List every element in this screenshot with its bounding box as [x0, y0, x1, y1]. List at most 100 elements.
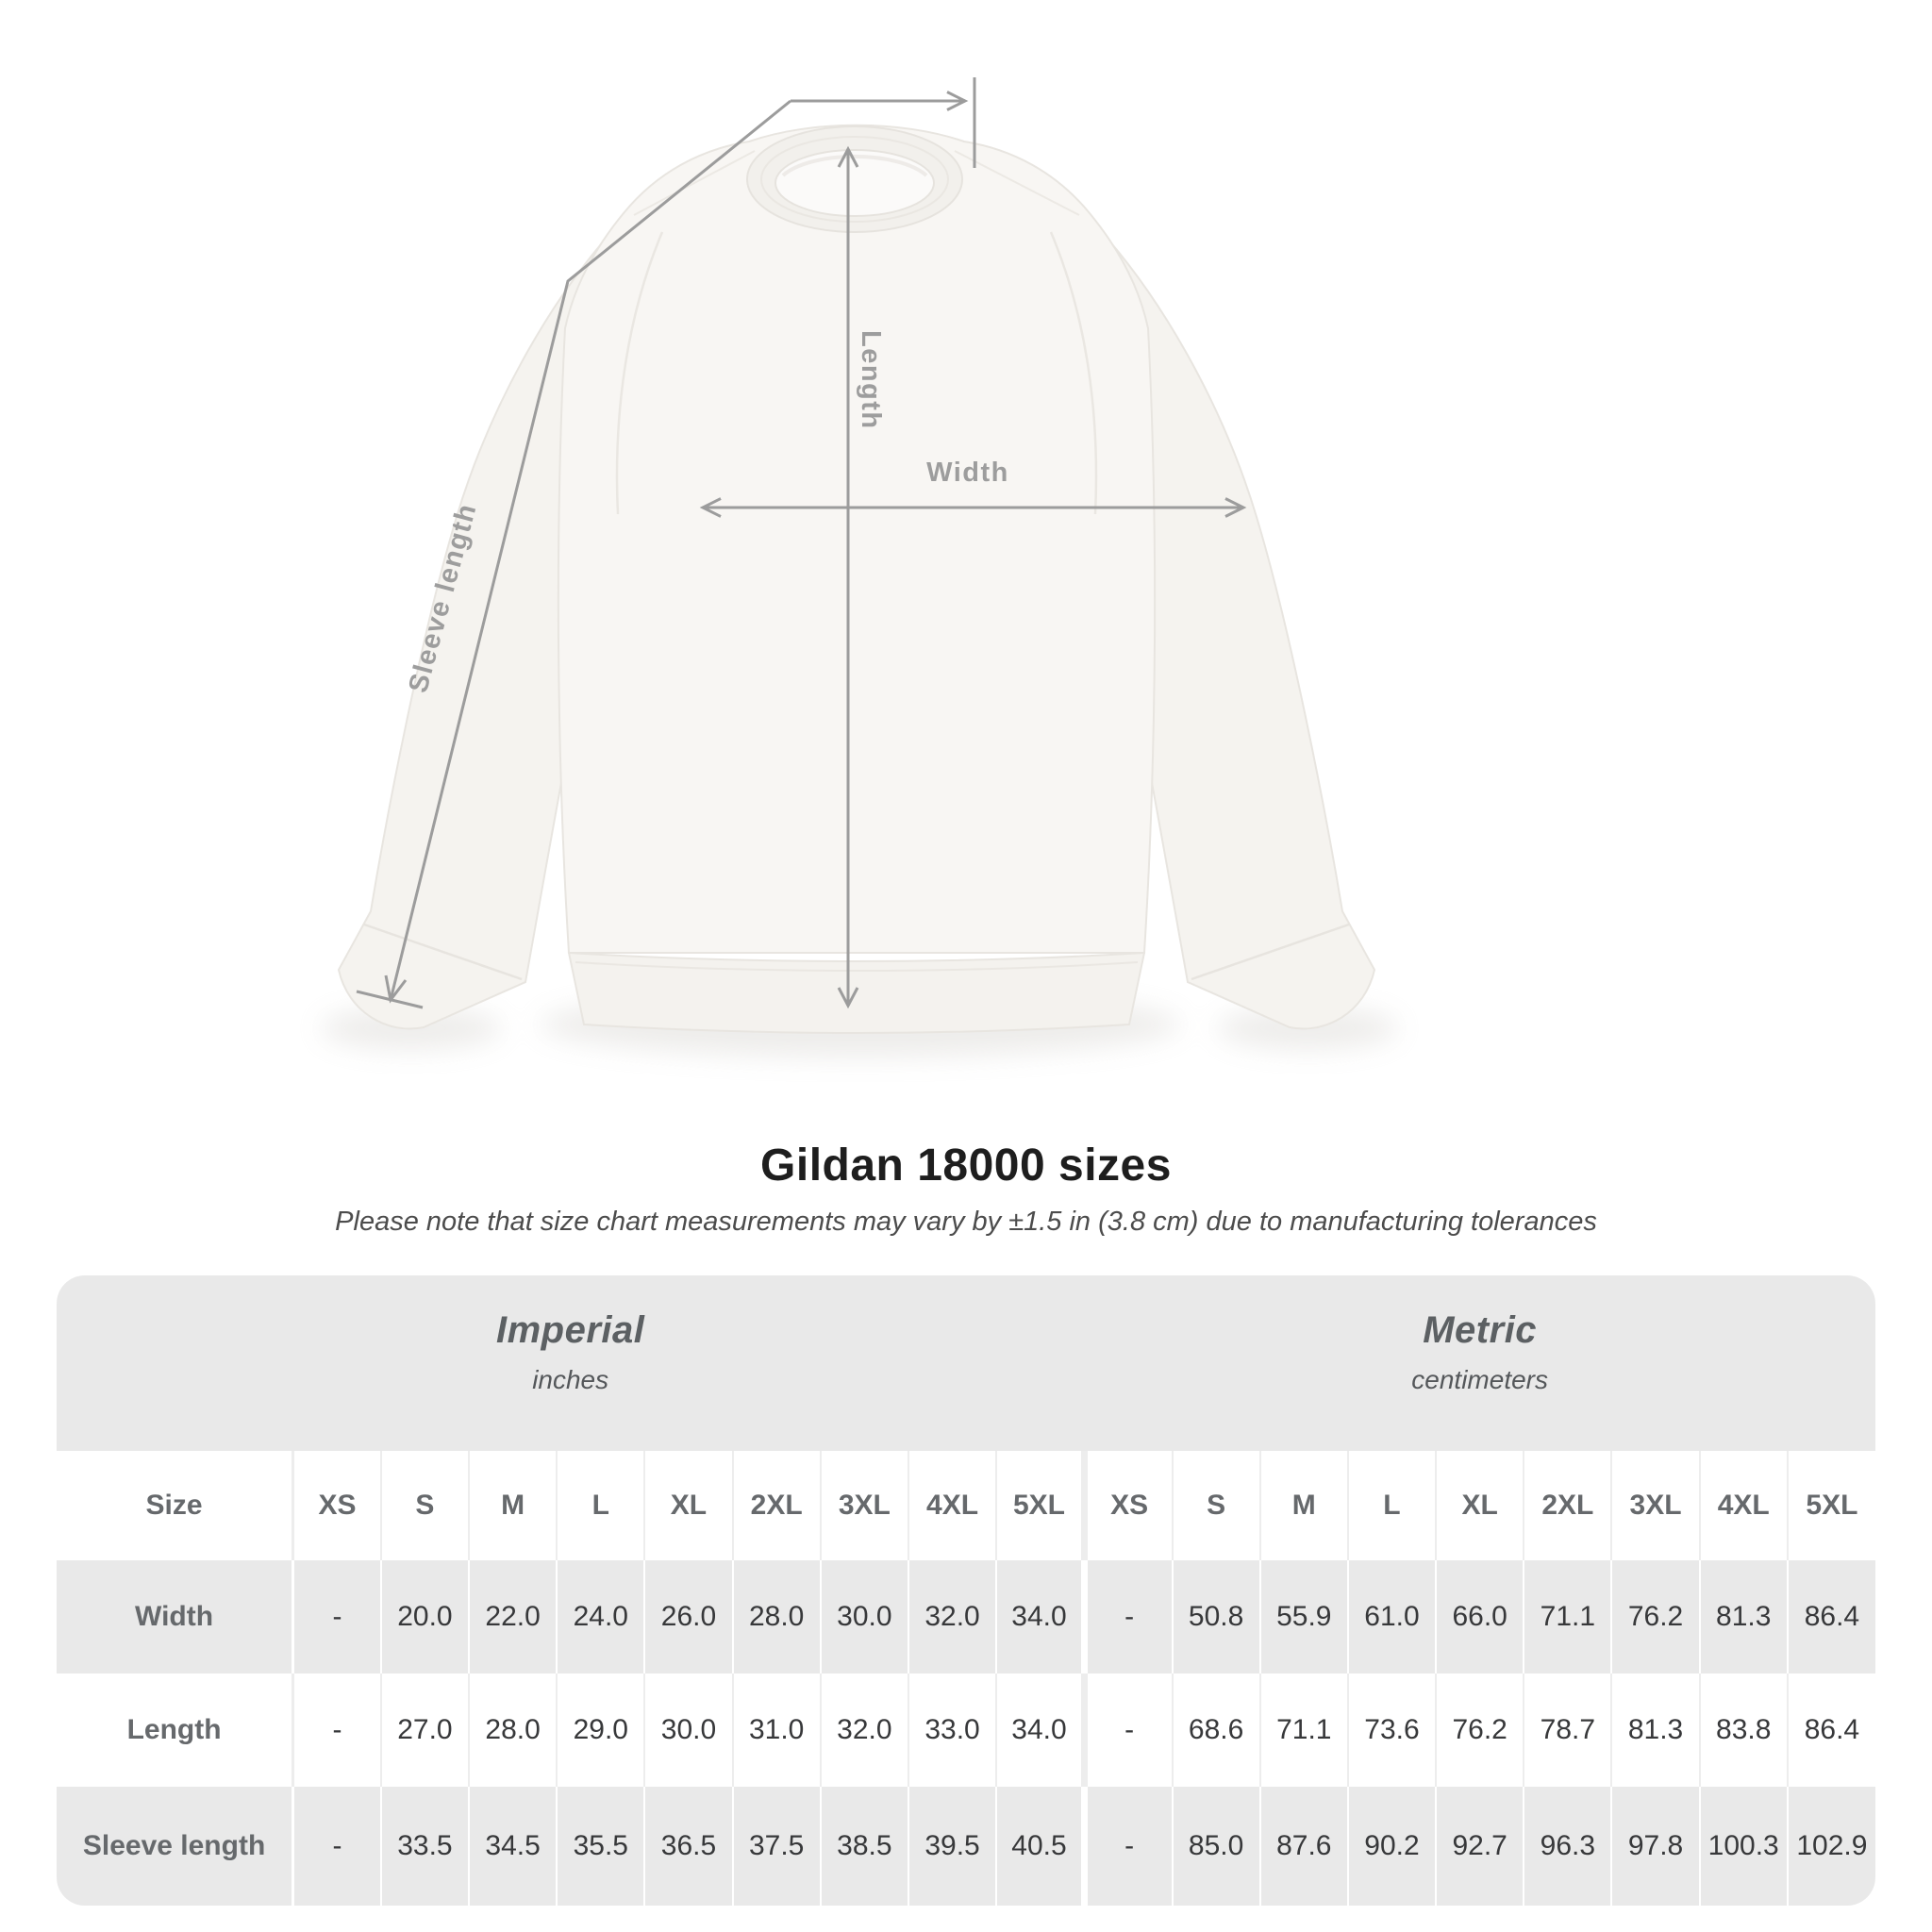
row-label-sleeve-length: Sleeve length: [57, 1787, 293, 1906]
heading-block: Gildan 18000 sizes Please note that size…: [0, 1140, 1932, 1238]
metric-label: Metric: [1423, 1309, 1538, 1351]
size-header-imperial-l: L: [556, 1451, 645, 1560]
size-header-imperial-xl: XL: [643, 1451, 733, 1560]
sleeve-length-metric-5xl: 102.9: [1786, 1787, 1875, 1906]
size-header-metric-5xl: 5XL: [1786, 1451, 1875, 1560]
unit-group-metric: Metric centimeters: [1084, 1275, 1875, 1451]
length-metric-s: 68.6: [1171, 1674, 1260, 1787]
sleeve-length-metric-s: 85.0: [1171, 1787, 1260, 1906]
length-imperial-l: 29.0: [556, 1674, 645, 1787]
width-imperial-5xl: 34.0: [995, 1560, 1085, 1674]
sleeve-length-metric-3xl: 97.8: [1610, 1787, 1700, 1906]
length-metric-m: 71.1: [1258, 1674, 1348, 1787]
measurement-row-width: Width -20.0 22.0 24.0 26.0 28.0 30.0 32.0 34.0-5…: [57, 1560, 1875, 1674]
width-measurement-label: Width: [926, 458, 1009, 488]
size-header-metric-l: L: [1346, 1451, 1437, 1560]
size-header-metric-2xl: 2XL: [1523, 1451, 1612, 1560]
sleeve-length-metric-xl: 92.7: [1435, 1787, 1524, 1906]
width-metric-2xl: 71.1: [1523, 1560, 1612, 1674]
sleeve-length-imperial-5xl: 40.5: [995, 1787, 1085, 1906]
size-header-metric-3xl: 3XL: [1610, 1451, 1700, 1560]
sleeve-length-metric-l: 90.2: [1346, 1787, 1437, 1906]
measurement-row-sleeve-length: Sleeve length -33.5 34.5 35.5 36.5 37.5 38.5 39…: [57, 1787, 1875, 1906]
imperial-label: Imperial: [495, 1309, 645, 1351]
size-header-metric-4xl: 4XL: [1698, 1451, 1788, 1560]
size-header-imperial-m: M: [467, 1451, 558, 1560]
length-imperial-3xl: 32.0: [819, 1674, 908, 1787]
size-header-metric-s: S: [1171, 1451, 1260, 1560]
width-imperial-4xl: 32.0: [907, 1560, 997, 1674]
size-header-row: Size XS S M L XL 2XL 3XL 4XL 5XL XS S M L XL 2XL 3XL 4XL 5…: [57, 1451, 1875, 1560]
metric-unit-label: centimeters: [1411, 1365, 1548, 1394]
length-measurement-label: Length: [856, 330, 886, 430]
sleeve-length-imperial-3xl: 38.5: [819, 1787, 908, 1906]
size-corner-header: Size: [145, 1490, 203, 1521]
sleeve-length-metric-m: 87.6: [1258, 1787, 1348, 1906]
sleeve-length-imperial-2xl: 37.5: [731, 1787, 821, 1906]
length-imperial-xl: 30.0: [643, 1674, 733, 1787]
width-metric-5xl: 86.4: [1786, 1560, 1875, 1674]
length-imperial-s: 27.0: [379, 1674, 469, 1787]
sweatshirt-illustration: [321, 77, 1398, 1057]
width-imperial-m: 22.0: [467, 1560, 558, 1674]
length-metric-5xl: 86.4: [1786, 1674, 1875, 1787]
length-imperial-2xl: 31.0: [731, 1674, 821, 1787]
size-header-imperial-5xl: 5XL: [995, 1451, 1085, 1560]
width-imperial-3xl: 30.0: [819, 1560, 908, 1674]
size-table: Imperial inches Metric centimeters Size X…: [57, 1275, 1875, 1906]
width-metric-s: 50.8: [1171, 1560, 1260, 1674]
sleeve-length-imperial-m: 34.5: [467, 1787, 558, 1906]
width-imperial-xs: -: [291, 1560, 381, 1674]
table-row-sizes: Size XS S M L XL 2XL 3XL 4XL 5XL XS S M L XL 2XL 3XL 4XL 5…: [57, 1451, 1875, 1560]
length-metric-4xl: 83.8: [1698, 1674, 1788, 1787]
size-table-rows: Width -20.0 22.0 24.0 26.0 28.0 30.0 32.0 34.0-5…: [57, 1560, 1875, 1906]
width-metric-4xl: 81.3: [1698, 1560, 1788, 1674]
length-imperial-5xl: 34.0: [995, 1674, 1085, 1787]
length-metric-xs: -: [1080, 1674, 1173, 1787]
tolerance-note: Please note that size chart measurements…: [335, 1207, 1597, 1237]
size-header-imperial-2xl: 2XL: [731, 1451, 821, 1560]
size-header-imperial-xs: XS: [291, 1451, 381, 1560]
length-imperial-xs: -: [291, 1674, 381, 1787]
size-header-imperial-s: S: [379, 1451, 469, 1560]
width-imperial-l: 24.0: [556, 1560, 645, 1674]
length-metric-xl: 76.2: [1435, 1674, 1524, 1787]
sleeve-length-metric-2xl: 96.3: [1523, 1787, 1612, 1906]
width-imperial-s: 20.0: [379, 1560, 469, 1674]
length-imperial-m: 28.0: [467, 1674, 558, 1787]
row-label-length: Length: [126, 1714, 222, 1745]
page-title: Gildan 18000 sizes: [760, 1141, 1172, 1191]
width-metric-xl: 66.0: [1435, 1560, 1524, 1674]
width-metric-xs: -: [1080, 1560, 1173, 1674]
unit-header-row: Imperial inches Metric centimeters: [57, 1275, 1875, 1451]
crewneck-collar: [746, 125, 963, 233]
length-imperial-4xl: 33.0: [907, 1674, 997, 1787]
width-metric-m: 55.9: [1258, 1560, 1348, 1674]
size-header-imperial-3xl: 3XL: [819, 1451, 908, 1560]
sleeve-length-imperial-xl: 36.5: [643, 1787, 733, 1906]
size-table-grid: Size XS S M L XL 2XL 3XL 4XL 5XL XS S M L XL 2XL 3XL 4XL 5…: [57, 1451, 1875, 1906]
sleeve-length-imperial-l: 35.5: [556, 1787, 645, 1906]
unit-group-imperial: Imperial inches: [57, 1275, 1084, 1451]
length-metric-l: 73.6: [1346, 1674, 1437, 1787]
length-metric-3xl: 81.3: [1610, 1674, 1700, 1787]
size-header-metric-xs: XS: [1080, 1451, 1173, 1560]
measurement-row-length: Length -27.0 28.0 29.0 30.0 31.0 32.0 33.0 34.0-…: [57, 1674, 1875, 1787]
product-figure: Length Width Sleeve length: [321, 77, 1398, 1057]
width-metric-l: 61.0: [1346, 1560, 1437, 1674]
sleeve-length-metric-xs: -: [1080, 1787, 1173, 1906]
sweatshirt-garment: [337, 124, 1376, 1034]
row-label-width: Width: [57, 1560, 293, 1674]
length-metric-2xl: 78.7: [1523, 1674, 1612, 1787]
size-header-metric-m: M: [1258, 1451, 1348, 1560]
width-metric-3xl: 76.2: [1610, 1560, 1700, 1674]
size-header-imperial-4xl: 4XL: [907, 1451, 997, 1560]
imperial-unit-label: inches: [532, 1365, 609, 1394]
width-imperial-xl: 26.0: [643, 1560, 733, 1674]
sleeve-length-imperial-4xl: 39.5: [907, 1787, 997, 1906]
measurement-lines: [356, 77, 1247, 1009]
size-header-metric-xl: XL: [1435, 1451, 1524, 1560]
width-imperial-2xl: 28.0: [731, 1560, 821, 1674]
sleeve-length-metric-4xl: 100.3: [1698, 1787, 1788, 1906]
